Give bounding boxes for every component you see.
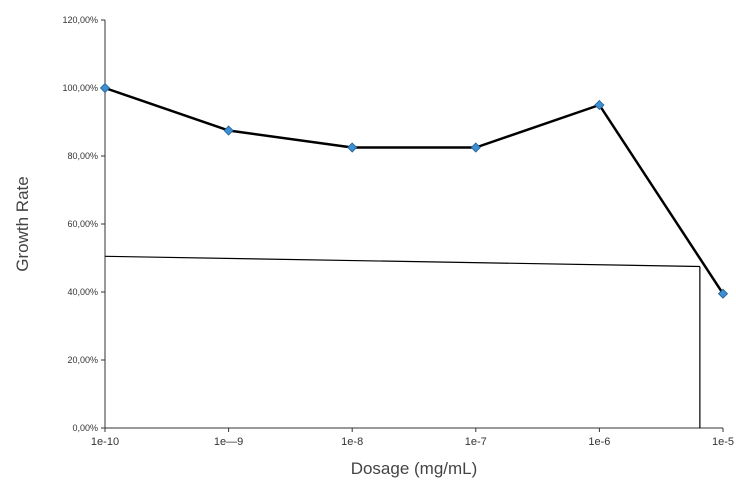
y-tick-label: 60,00% xyxy=(67,219,98,229)
x-tick-label: 1e-7 xyxy=(465,436,487,448)
data-point xyxy=(594,99,605,111)
data-point xyxy=(347,142,358,153)
data-point xyxy=(99,82,111,94)
x-tick-label: 1e-10 xyxy=(91,436,119,448)
y-axis-ticks: 0,00% 20,00% 40,00% 60,00% 80,00% 100,00% 120,… xyxy=(62,15,105,433)
y-tick-label: 40,00% xyxy=(67,287,98,297)
x-axis-ticks: 1e-10 1e—9 1e-8 1e-7 1e-6 1e-5 xyxy=(91,428,734,448)
y-axis-title: Growth Rate xyxy=(13,176,32,271)
x-tick-label: 1e-8 xyxy=(341,436,363,448)
x-axis-title: Dosage (mg/mL) xyxy=(351,459,478,478)
x-tick-label: 1e-5 xyxy=(712,436,734,448)
y-tick-label: 100,00% xyxy=(62,83,98,93)
y-tick-label: 0,00% xyxy=(72,423,98,433)
annotation-lines xyxy=(104,255,701,428)
x-tick-label: 1e-6 xyxy=(588,436,610,448)
y-tick-label: 80,00% xyxy=(67,151,98,161)
x-tick-label: 1e—9 xyxy=(214,436,243,448)
series-group xyxy=(99,82,729,299)
data-point xyxy=(717,288,729,299)
series-line xyxy=(104,86,725,295)
y-tick-label: 20,00% xyxy=(67,355,98,365)
y-tick-label: 120,00% xyxy=(62,15,98,25)
data-point xyxy=(470,142,481,153)
trend-line xyxy=(104,255,700,268)
data-point xyxy=(223,125,234,136)
